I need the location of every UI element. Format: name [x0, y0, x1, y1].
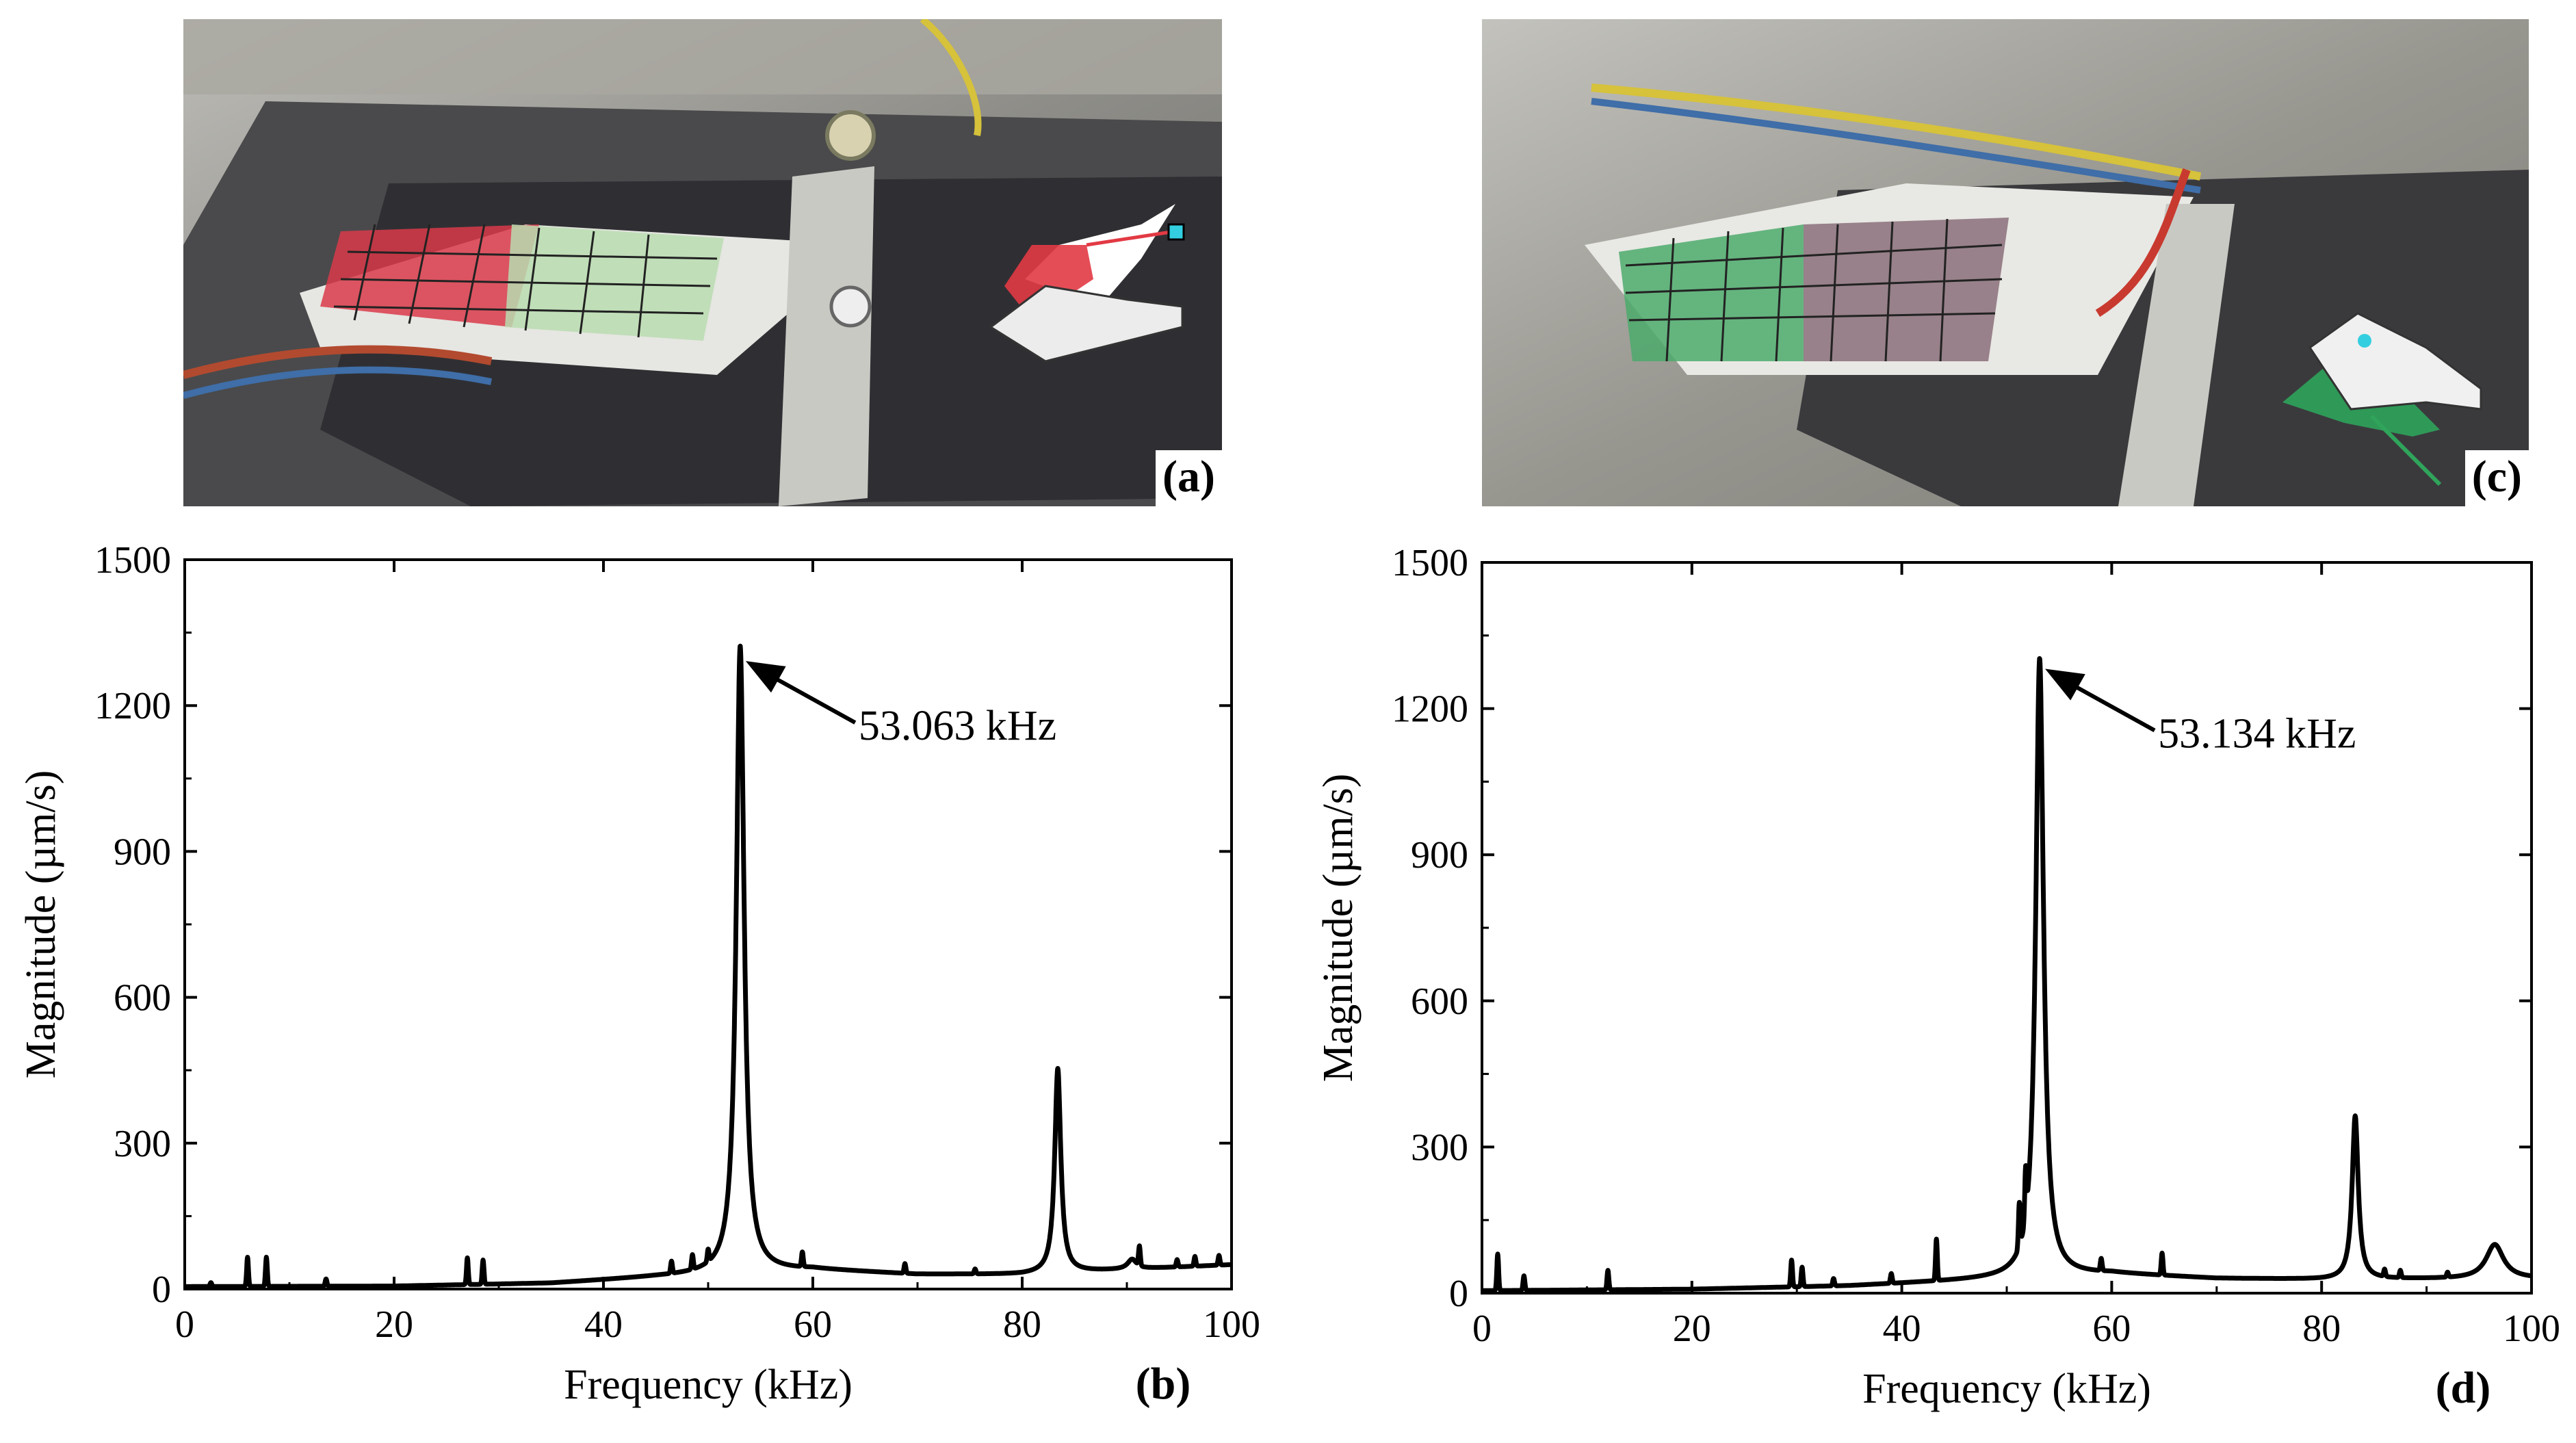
photo-a-mesh-red [320, 224, 539, 327]
series-line-d [1479, 656, 2534, 1293]
x-axis-label-d: Frequency (kHz) [1862, 1366, 2151, 1412]
photo-a-illustration [183, 19, 1222, 506]
x-tick-label-b: 60 [794, 1303, 832, 1346]
x-tick-label-d: 80 [2302, 1308, 2341, 1350]
photo-c-illustration [1482, 19, 2529, 506]
photo-a-marker [1167, 223, 1185, 241]
x-tick-label-d: 0 [1472, 1308, 1492, 1350]
plot-frame-d: 0 20 40 60 80 100 0 300 600 900 1200 1500 Frequency … [1315, 542, 2560, 1413]
y-tick-label-b: 1200 [94, 685, 171, 727]
annotation-label-d: 53.134 kHz [2158, 711, 2356, 757]
x-tick-label-d: 60 [2092, 1308, 2131, 1350]
annotation-label-b: 53.063 kHz [859, 703, 1056, 749]
x-axis-label-b: Frequency (kHz) [564, 1362, 853, 1408]
y-tick-label-d: 600 [1411, 980, 1468, 1023]
photo-c-marker [2358, 334, 2371, 348]
y-tick-label-d: 1200 [1392, 688, 1468, 731]
plot-area-d [1481, 561, 2533, 1295]
y-tick-label-b: 600 [114, 977, 171, 1019]
y-tick-label-d: 300 [1411, 1126, 1468, 1169]
y-axis-label-d: Magnitude (µm/s) [1315, 774, 1362, 1082]
x-tick-label-b: 0 [175, 1303, 194, 1346]
annotation-arrowhead-b [745, 661, 786, 693]
plot-area-b [183, 558, 1233, 1290]
annotation-arrowhead-d [2045, 668, 2085, 701]
x-tick-label-b: 100 [1203, 1303, 1260, 1346]
x-tick-label-b: 40 [584, 1303, 623, 1346]
annotation-arrow-b [765, 671, 857, 725]
y-tick-label-d: 0 [1449, 1273, 1468, 1315]
panel-label-b: (b) [1136, 1359, 1191, 1409]
x-tick-label-d: 20 [1673, 1308, 1711, 1350]
y-tick-label-b: 0 [152, 1269, 171, 1311]
panel-label-c: (c) [2464, 450, 2529, 506]
plot-frame-b: 0 20 40 60 80 100 0 300 600 900 1200 1500 Frequency … [18, 539, 1260, 1409]
panel-label-d: (d) [2436, 1363, 2491, 1413]
x-tick-label-d: 100 [2503, 1308, 2560, 1350]
panel-label-a: (a) [1156, 450, 1222, 506]
x-tick-label-b: 80 [1003, 1303, 1041, 1346]
y-tick-label-b: 900 [114, 831, 171, 873]
x-tick-label-d: 40 [1883, 1308, 1921, 1350]
y-tick-label-b: 300 [114, 1123, 171, 1165]
photo-panel-a: (a) [183, 19, 1222, 506]
y-tick-label-b: 1500 [94, 539, 171, 582]
series-line-b [182, 643, 1234, 1289]
y-tick-label-d: 900 [1411, 834, 1468, 876]
y-axis-label-b: Magnitude (µm/s) [18, 770, 64, 1079]
annotation-arrow-d [2064, 679, 2156, 733]
photo-panel-c: (c) [1482, 19, 2529, 506]
y-tick-label-d: 1500 [1392, 542, 1468, 584]
x-tick-label-b: 20 [375, 1303, 413, 1346]
